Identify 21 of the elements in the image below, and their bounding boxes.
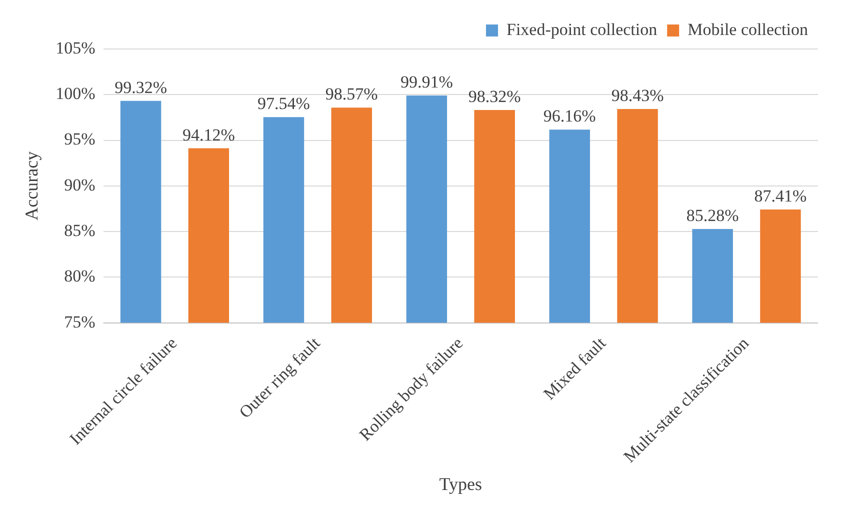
y-tick-label: 100%	[56, 84, 96, 104]
data-label: 97.54%	[258, 94, 310, 114]
data-label: 98.32%	[468, 86, 521, 106]
data-label: 99.32%	[114, 78, 167, 97]
legend-label: Fixed-point collection	[506, 20, 658, 39]
y-tick-label: 105%	[56, 38, 96, 58]
y-tick-label: 95%	[64, 130, 96, 149]
data-label: 96.16%	[543, 106, 596, 126]
y-tick-label: 90%	[64, 175, 96, 194]
x-axis-title: Types	[439, 474, 482, 494]
y-axis-title: Accuracy	[22, 151, 42, 220]
y-tick-label: 75%	[64, 312, 96, 332]
data-label: 85.28%	[686, 206, 739, 225]
data-label: 87.41%	[754, 186, 807, 206]
legend-label: Mobile collection	[688, 20, 808, 39]
y-tick-label: 80%	[64, 266, 96, 286]
data-label: 98.57%	[325, 84, 378, 104]
data-label: 99.91%	[400, 72, 453, 92]
data-label: 98.43%	[611, 86, 664, 105]
data-label: 94.12%	[182, 125, 235, 144]
y-tick-label: 85%	[64, 221, 96, 240]
